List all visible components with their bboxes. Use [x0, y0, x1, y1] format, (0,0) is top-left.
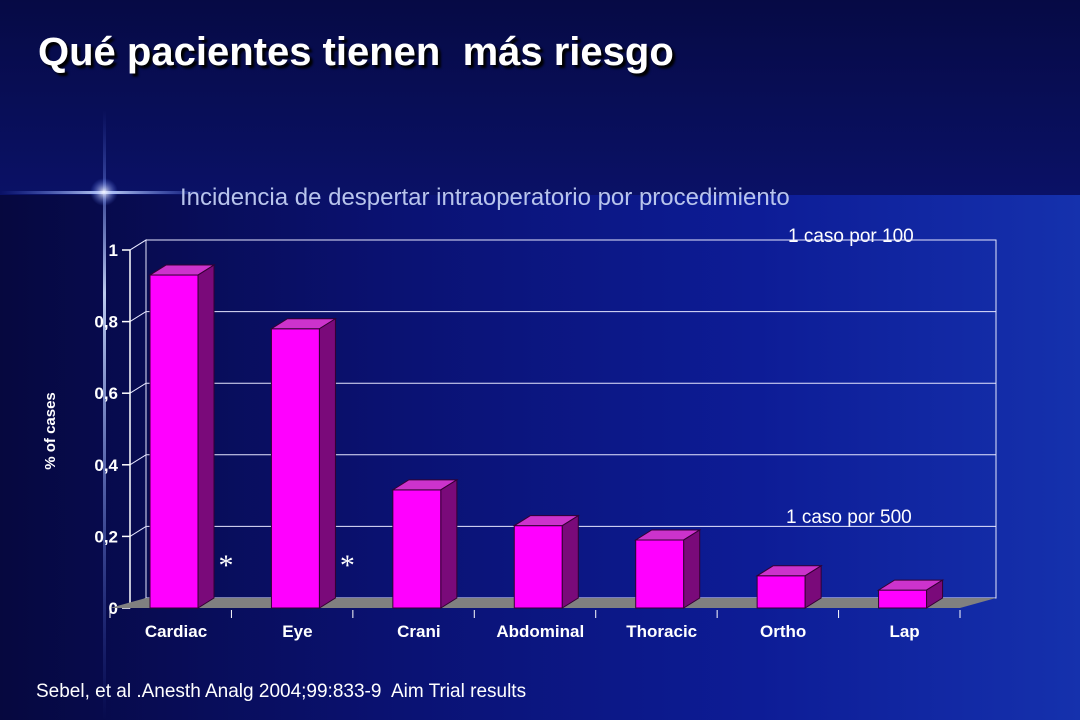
annotation-one-in-100: 1 caso por 100: [788, 226, 914, 247]
x-tick-label: Thoracic: [626, 622, 697, 641]
slide-title: Qué pacientes tienen más riesgo: [38, 30, 674, 74]
bar-front: [635, 539, 685, 609]
y-tick-label: 0: [109, 599, 118, 618]
bar-side: [804, 564, 822, 609]
bar-side: [318, 317, 336, 609]
y-tick-label: 0,4: [94, 456, 118, 475]
bar-front: [270, 328, 320, 609]
bar-crani: [391, 478, 459, 609]
bar-lap: [876, 579, 945, 609]
bar-front: [513, 525, 563, 609]
y-tick-label: 0,2: [94, 527, 118, 546]
bar-front: [878, 589, 928, 609]
bar-side: [926, 579, 944, 609]
x-tick-label: Eye: [282, 622, 312, 641]
bar-side: [440, 478, 458, 609]
bar-abdominal: [512, 514, 581, 609]
y-axis-title: % of cases: [42, 392, 59, 470]
bar-front: [756, 575, 806, 609]
bar-thoracic: [633, 529, 702, 609]
plot-side-wall: [129, 239, 147, 609]
y-tick-label: 0,8: [94, 313, 118, 332]
x-tick-label: Abdominal: [496, 622, 584, 641]
annotation-one-in-500: 1 caso por 500: [786, 507, 912, 528]
bar-front: [149, 274, 199, 609]
bar-ortho: [755, 564, 823, 609]
bar-front: [392, 489, 442, 609]
asterisk-annotation: *: [340, 549, 355, 582]
bar-cardiac: [148, 264, 216, 609]
bar-side: [561, 514, 579, 609]
y-tick-label: 1: [109, 241, 118, 260]
lens-flare-decoration: [0, 110, 210, 720]
gridline-side: [129, 525, 147, 537]
x-tick-label: Crani: [397, 622, 440, 641]
y-tick-label: 0,6: [94, 384, 118, 403]
title-band: [0, 0, 1080, 195]
bar-eye: [269, 317, 338, 609]
gridline-side: [129, 382, 147, 394]
asterisk-annotation: *: [219, 549, 234, 582]
x-tick-label: Cardiac: [145, 622, 207, 641]
gridline-side: [129, 454, 147, 466]
x-tick-label: Lap: [889, 622, 919, 641]
x-tick-label: Ortho: [760, 622, 806, 641]
source-citation: Sebel, et al .Anesth Analg 2004;99:833-9…: [36, 681, 527, 702]
chart-subtitle: Incidencia de despertar intraoperatorio …: [180, 184, 790, 211]
gridline-side: [129, 311, 147, 323]
gridline-side: [129, 239, 147, 251]
bar-side: [683, 529, 701, 609]
bar-side: [197, 264, 215, 609]
